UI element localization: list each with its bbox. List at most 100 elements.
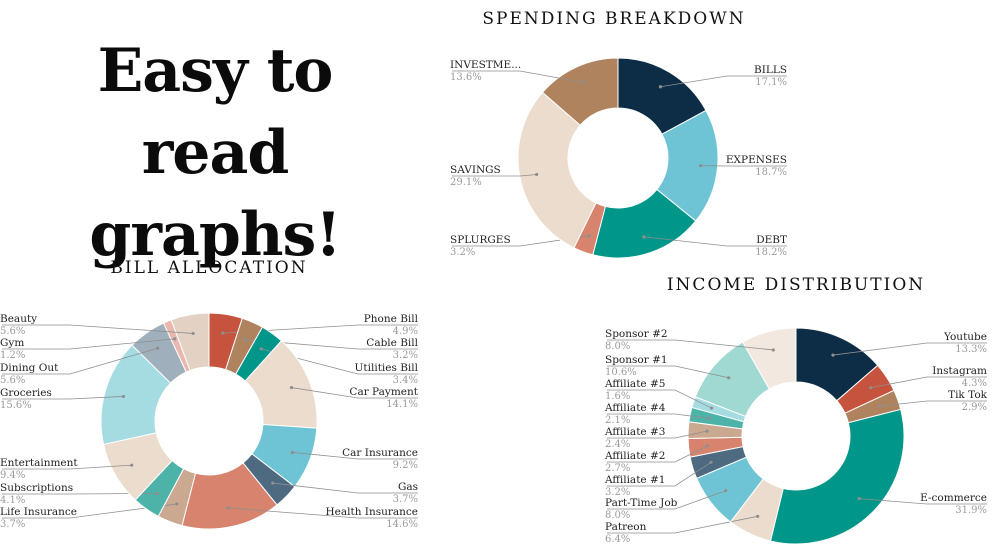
bill-value-car-insurance: 9.2% [393, 460, 418, 471]
bill-label-cable-bill: Cable Bill [366, 337, 418, 349]
bill-label-life-insurance: Life Insurance [0, 506, 77, 518]
spending-value-investme: 13.6% [450, 72, 482, 83]
spending-label-bills: BILLS [754, 64, 787, 76]
income-value-affiliate-5: 1.6% [605, 391, 630, 402]
income-value-sponsor-2: 8.0% [605, 341, 630, 352]
income-slice-sponsor-2[interactable] [742, 327, 797, 390]
bill-label-beauty: Beauty [0, 313, 37, 325]
income-value-youtube: 13.3% [955, 344, 987, 355]
bill-value-car-payment: 14.1% [386, 399, 418, 410]
income-label-affiliate-2: Affiliate #2 [604, 450, 665, 462]
income-leader-line-sponsor-1 [607, 365, 729, 379]
bill-value-dining-out: 5.6% [0, 375, 25, 386]
bill-leader-line-gas [272, 482, 418, 494]
hero-line-1: Easy to [97, 36, 334, 106]
income-value-instagram: 4.3% [962, 378, 987, 389]
spending-label-debt: DEBT [756, 234, 787, 246]
income-leader-line-tik-tok [879, 400, 987, 407]
spending-label-expenses: EXPENSES [726, 154, 787, 166]
bill-value-life-insurance: 3.7% [0, 519, 25, 530]
bill-leader-line-beauty [2, 324, 194, 334]
income-leader-dot-sponsor-1 [727, 376, 731, 380]
income-value-patreon: 6.4% [605, 534, 630, 544]
income-leader-line-affiliate-4 [607, 413, 709, 419]
income-slice-e-commerce[interactable] [769, 408, 905, 544]
bill-value-utilities-bill: 3.4% [393, 375, 418, 386]
income-label-sponsor-2: Sponsor #2 [605, 328, 668, 340]
spending-leader-dot-investme [581, 80, 586, 85]
spending-label-savings: SAVINGS [450, 164, 501, 176]
spending-slice-investme[interactable] [541, 57, 619, 126]
bill-leader-line-health-insurance [227, 507, 418, 519]
bill-label-car-insurance: Car Insurance [342, 447, 418, 459]
income-value-sponsor-1: 10.6% [605, 367, 637, 378]
spending-label-investme: INVESTME... [450, 59, 521, 71]
bill-leader-line-car-insurance [292, 451, 418, 460]
bill-value-phone-bill: 4.9% [393, 326, 418, 337]
income-label-affiliate-4: Affiliate #4 [604, 402, 666, 414]
spending-slice-expenses[interactable] [656, 109, 719, 222]
income-value-affiliate-3: 2.4% [605, 439, 630, 450]
spending-value-bills: 17.1% [755, 77, 787, 88]
bill-value-health-insurance: 14.6% [386, 519, 418, 530]
bill-chart-title: BILL ALLOCATION [110, 258, 307, 278]
bill-label-entertainment: Entertainment [0, 457, 78, 469]
bill-value-cable-bill: 3.2% [393, 350, 418, 361]
bill-label-health-insurance: Health Insurance [325, 506, 418, 518]
income-leader-line-affiliate-5 [607, 389, 712, 409]
spending-value-splurges: 3.2% [450, 247, 475, 258]
income-leader-line-sponsor-2 [607, 339, 774, 351]
bill-label-car-payment: Car Payment [349, 386, 418, 398]
income-chart-title: INCOME DISTRIBUTION [667, 275, 925, 295]
spending-value-savings: 29.1% [450, 177, 482, 188]
income-value-affiliate-1: 3.2% [605, 487, 630, 498]
bill-leader-line-car-payment [291, 387, 418, 399]
income-value-part-time-job: 8.0% [605, 510, 630, 521]
bill-leader-line-entertainment [2, 464, 132, 470]
bill-label-groceries: Groceries [0, 387, 52, 399]
spending-leader-line-investme [452, 70, 584, 83]
spending-slice-savings[interactable] [517, 91, 597, 249]
spending-leader-dot-savings [535, 172, 539, 177]
income-label-affiliate-1: Affiliate #1 [604, 474, 665, 486]
bill-value-gym: 1.2% [0, 350, 25, 361]
income-label-affiliate-3: Affiliate #3 [604, 426, 665, 438]
income-leader-dot-sponsor-2 [771, 348, 775, 352]
bill-leader-line-dining-out [2, 347, 158, 375]
hero-line-2: read graphs! [89, 118, 341, 270]
spending-chart-title: SPENDING BREAKDOWN [482, 9, 745, 29]
income-label-youtube: Youtube [943, 331, 987, 343]
income-label-sponsor-1: Sponsor #1 [605, 354, 668, 366]
bill-value-entertainment: 9.4% [0, 470, 25, 481]
income-label-part-time-job: Part-Time Job [605, 497, 678, 509]
bill-leader-line-life-insurance [2, 503, 177, 519]
spending-label-splurges: SPLURGES [450, 234, 511, 246]
bill-leader-line-subscriptions [2, 493, 158, 495]
bill-slice-beauty[interactable] [170, 312, 210, 372]
spending-value-expenses: 18.7% [755, 167, 787, 178]
income-leader-line-affiliate-3 [607, 430, 708, 439]
bill-label-dining-out: Dining Out [0, 362, 59, 374]
income-leader-line-e-commerce [859, 498, 987, 505]
spending-leader-line-debt [643, 236, 787, 247]
bill-value-subscriptions: 4.1% [0, 495, 25, 506]
bill-label-utilities-bill: Utilities Bill [355, 362, 419, 374]
income-label-tik-tok: Tik Tok [948, 389, 988, 401]
bill-label-gym: Gym [0, 337, 24, 349]
hero-text: Easy to read graphs! [20, 30, 410, 276]
bill-label-phone-bill: Phone Bill [364, 313, 419, 325]
income-leader-line-affiliate-1 [607, 461, 712, 487]
bill-label-gas: Gas [398, 481, 418, 493]
spending-value-debt: 18.2% [755, 247, 787, 258]
bill-label-subscriptions: Subscriptions [0, 482, 73, 494]
income-value-e-commerce: 31.9% [955, 505, 987, 516]
spending-leader-line-savings [452, 174, 537, 177]
income-label-patreon: Patreon [605, 521, 647, 533]
bill-leader-line-groceries [2, 396, 124, 400]
bill-leader-line-gym [2, 338, 175, 350]
income-leader-line-youtube [832, 342, 987, 356]
